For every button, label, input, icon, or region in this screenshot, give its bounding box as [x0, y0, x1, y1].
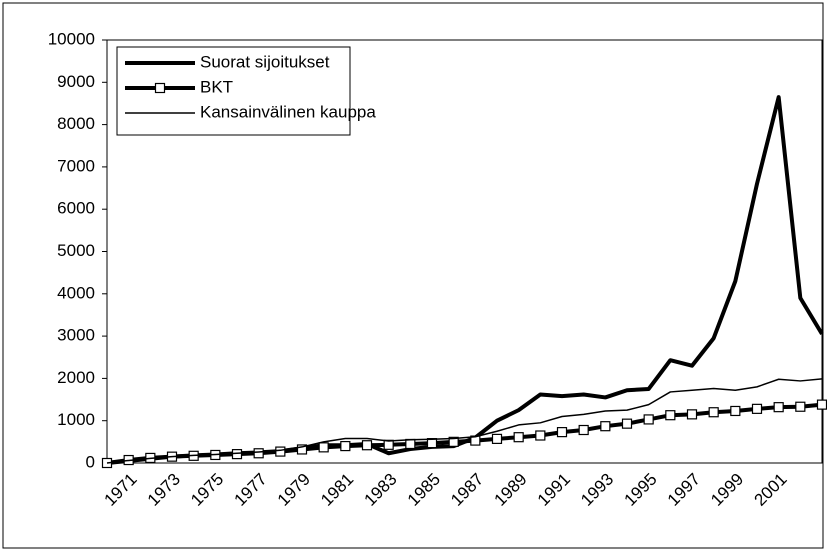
series-marker	[340, 440, 351, 452]
y-tick-label: 0	[86, 452, 95, 471]
series-marker	[275, 446, 286, 457]
series-marker	[296, 444, 308, 455]
series-line	[106, 378, 823, 464]
series-marker	[405, 438, 416, 450]
series-marker	[448, 436, 459, 447]
series-marker	[730, 405, 741, 417]
y-tick-label: 1000	[57, 410, 95, 429]
y-tick-label: 8000	[57, 114, 95, 133]
series-marker	[513, 432, 524, 443]
y-tick-label: 9000	[57, 72, 95, 91]
legend-label: Suorat sijoitukset	[200, 52, 330, 71]
series-marker	[751, 403, 763, 414]
y-tick-label: 10000	[48, 29, 95, 48]
series-marker	[600, 421, 611, 432]
series-marker	[318, 442, 329, 453]
series-marker	[491, 433, 503, 444]
y-tick-label: 3000	[57, 326, 95, 345]
series-marker	[361, 440, 373, 451]
series-marker	[643, 414, 654, 425]
legend-label: Kansainvälinen kauppa	[200, 102, 376, 121]
legend-label: BKT	[200, 77, 233, 96]
y-tick-label: 7000	[57, 156, 95, 175]
series-marker	[816, 399, 827, 410]
y-tick-label: 5000	[57, 241, 95, 260]
y-tick-label: 4000	[57, 283, 95, 302]
series-marker	[773, 402, 784, 413]
series-marker	[686, 409, 698, 420]
series-marker	[253, 448, 264, 459]
series-marker	[578, 424, 589, 436]
series-marker	[708, 407, 719, 418]
series-marker	[621, 418, 633, 429]
series-marker	[535, 430, 546, 441]
legend-marker	[154, 82, 166, 94]
y-tick-label: 6000	[57, 199, 95, 218]
y-tick-label: 2000	[57, 368, 95, 387]
series-marker	[665, 410, 676, 421]
series-marker	[795, 401, 806, 412]
series-marker	[556, 427, 568, 438]
